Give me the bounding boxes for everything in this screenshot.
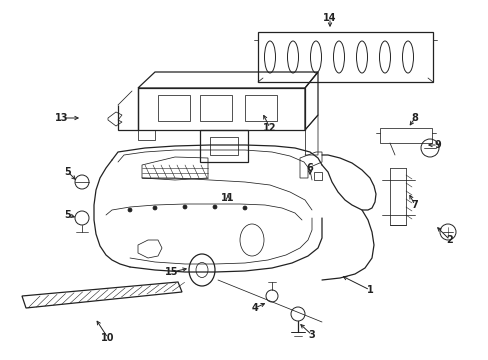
Text: 11: 11 [221, 193, 234, 203]
Text: 1: 1 [366, 285, 373, 295]
Text: 4: 4 [251, 303, 258, 313]
Text: 12: 12 [263, 123, 276, 133]
Text: 9: 9 [434, 140, 441, 150]
Text: 8: 8 [411, 113, 418, 123]
Circle shape [213, 205, 217, 209]
Text: 6: 6 [306, 163, 313, 173]
Circle shape [183, 205, 186, 209]
Text: 13: 13 [55, 113, 69, 123]
Circle shape [243, 206, 246, 210]
Circle shape [128, 208, 132, 212]
Text: 15: 15 [165, 267, 179, 277]
Text: 7: 7 [411, 200, 418, 210]
Text: 2: 2 [446, 235, 452, 245]
Text: 3: 3 [308, 330, 315, 340]
Text: 14: 14 [323, 13, 336, 23]
Text: 10: 10 [101, 333, 115, 343]
Text: 5: 5 [64, 167, 71, 177]
Circle shape [153, 206, 157, 210]
Text: 5: 5 [64, 210, 71, 220]
